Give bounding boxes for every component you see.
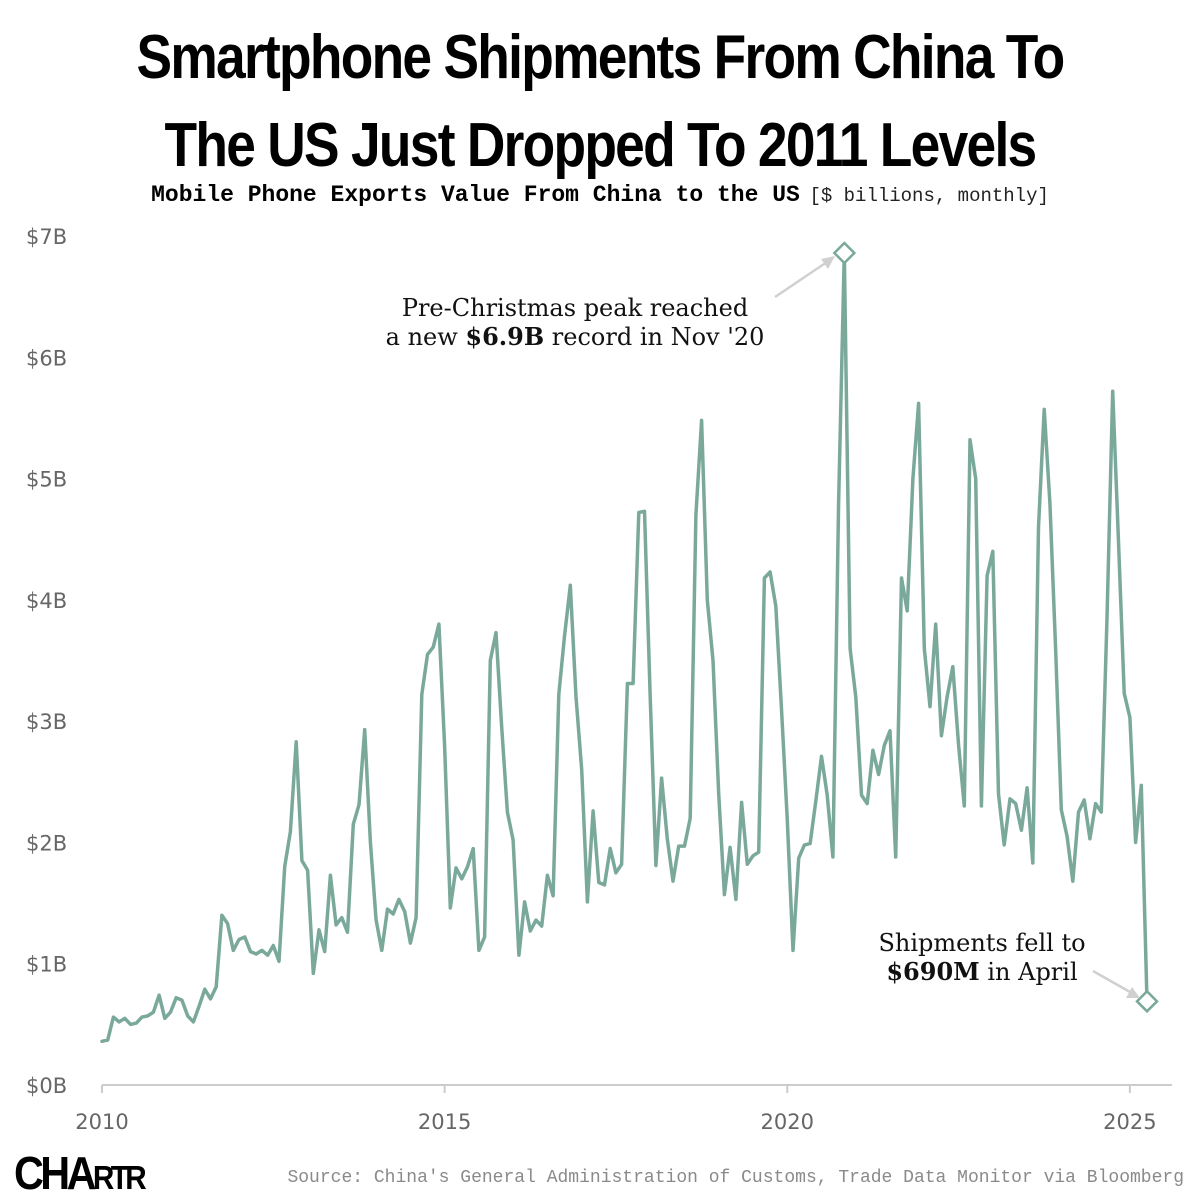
chart-subtitle: Mobile Phone Exports Value From China to… <box>0 182 1200 208</box>
series-line <box>100 251 1149 1044</box>
x-axis-ticks: 2010 2015 2020 2025 <box>75 1085 1157 1134</box>
title-line-1: Smartphone Shipments From China To <box>136 23 1065 92</box>
title-line-2: The US Just Dropped To 2011 Levels <box>164 111 1038 180</box>
x-tick-label: 2015 <box>418 1110 471 1134</box>
highlight-point-marker <box>1135 989 1159 1014</box>
latest-annotation-arrowhead <box>1126 987 1140 998</box>
y-tick-label: $3B <box>26 710 67 734</box>
peak-annotation-line-2: a new $6.9B record in Nov '20 <box>386 322 765 351</box>
data-points <box>832 241 1159 1014</box>
peak-annotation-arrowhead <box>821 256 835 269</box>
x-tick-label: 2020 <box>761 1110 814 1134</box>
peak-annotation-arrow-line <box>774 260 828 299</box>
source-note: Source: China's General Administration o… <box>287 1168 1184 1188</box>
chartr-logo: CHARTR <box>14 1147 147 1199</box>
peak-annotation-line-1: Pre-Christmas peak reached <box>402 294 748 322</box>
subtitle-unit: [$ billions, monthly] <box>809 185 1049 207</box>
latest-annotation-line-1: Shipments fell to <box>878 929 1085 957</box>
y-tick-label: $4B <box>26 589 67 613</box>
chart-title: Smartphone Shipments From China To The U… <box>84 14 1116 190</box>
y-tick-label: $7B <box>26 225 67 249</box>
y-axis-ticks: $0B $1B $2B $3B $4B $5B $6B $7B <box>26 225 67 1098</box>
latest-annotation-arrow-line <box>1092 969 1131 994</box>
y-tick-label: $2B <box>26 831 67 855</box>
highlight-point-marker <box>832 241 857 265</box>
subtitle-main: Mobile Phone Exports Value From China to… <box>151 182 800 208</box>
y-tick-label: $1B <box>26 953 67 977</box>
latest-annotation-line-2: $690M in April <box>886 957 1077 986</box>
y-tick-label: $6B <box>26 346 67 370</box>
x-tick-label: 2025 <box>1103 1110 1156 1134</box>
x-tick-label: 2010 <box>75 1110 128 1134</box>
y-tick-label: $0B <box>26 1074 67 1098</box>
y-tick-label: $5B <box>26 468 67 492</box>
